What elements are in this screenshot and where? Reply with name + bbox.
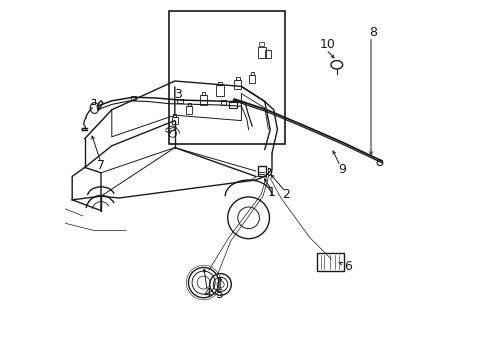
- Text: 5: 5: [216, 288, 224, 301]
- Text: 6: 6: [343, 260, 351, 273]
- Bar: [173, 114, 176, 117]
- Bar: [172, 117, 178, 124]
- Text: 2: 2: [282, 188, 291, 201]
- Bar: [234, 80, 242, 89]
- Ellipse shape: [331, 60, 343, 69]
- Bar: [186, 106, 193, 114]
- Text: 1: 1: [268, 186, 276, 199]
- Bar: [216, 85, 224, 96]
- Bar: [258, 166, 266, 176]
- Bar: [317, 253, 344, 271]
- Bar: [177, 99, 183, 103]
- Text: 9: 9: [338, 163, 346, 176]
- Bar: [265, 50, 270, 58]
- Text: 3: 3: [174, 88, 182, 101]
- Text: 10: 10: [320, 39, 336, 51]
- Bar: [170, 11, 285, 144]
- Bar: [250, 72, 254, 75]
- Bar: [249, 75, 255, 83]
- Bar: [218, 82, 222, 85]
- Bar: [202, 92, 205, 95]
- Bar: [220, 100, 226, 105]
- Bar: [229, 102, 237, 108]
- Bar: [130, 96, 136, 100]
- Bar: [258, 47, 266, 58]
- Bar: [236, 77, 240, 80]
- Bar: [188, 103, 191, 106]
- Bar: [259, 42, 265, 46]
- Text: 8: 8: [369, 26, 377, 39]
- Bar: [200, 95, 207, 105]
- Text: 4: 4: [203, 287, 211, 300]
- Text: 7: 7: [97, 159, 105, 172]
